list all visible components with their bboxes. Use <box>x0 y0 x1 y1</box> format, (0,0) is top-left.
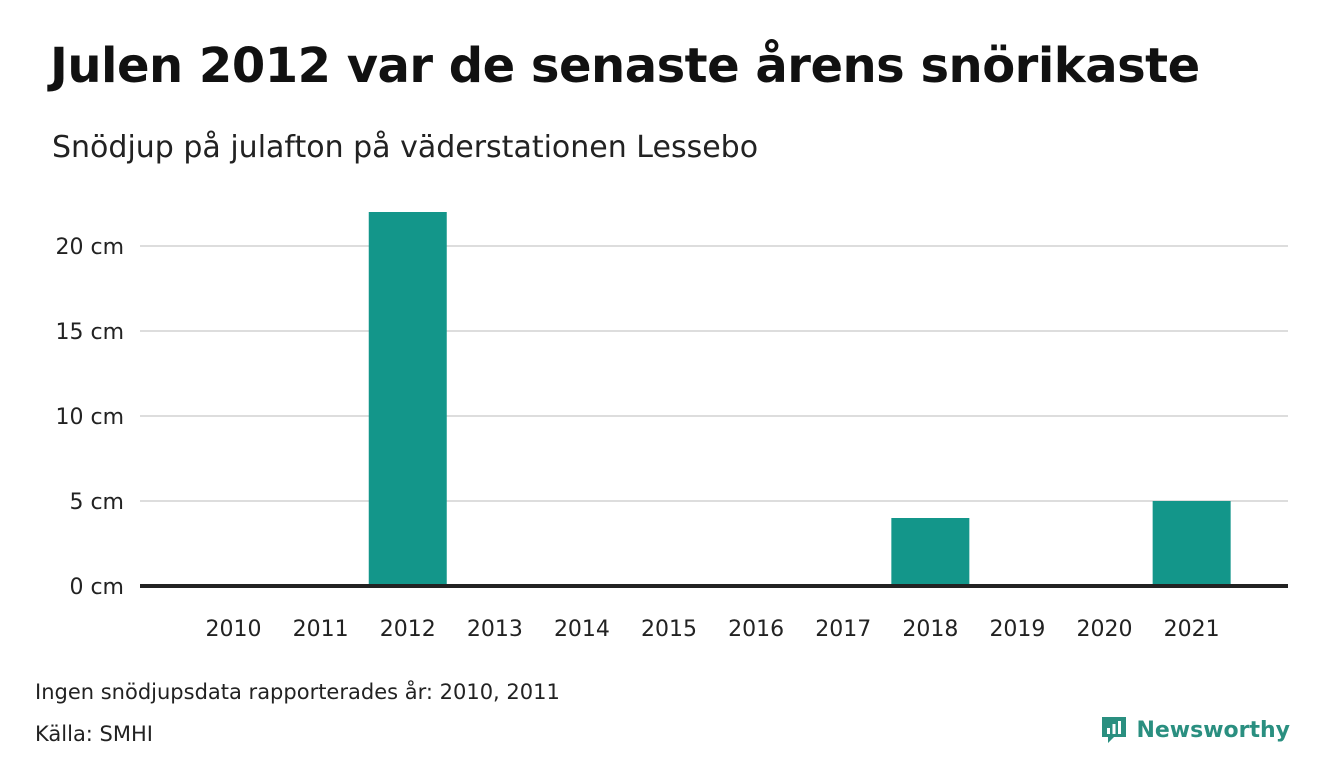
x-axis-ticks: 2010 2011 2012 2013 2014 2015 2016 2017 2018 2019… <box>206 617 1220 642</box>
x-tick-label: 2012 <box>380 617 436 642</box>
brand-name: Newsworthy <box>1136 717 1290 743</box>
y-tick-label: 0 cm <box>69 575 124 600</box>
brand-logo: Newsworthy <box>1100 715 1290 745</box>
x-tick-label: 2018 <box>902 617 958 642</box>
x-tick-label: 2013 <box>467 617 523 642</box>
source-label: Källa: SMHI <box>35 722 153 746</box>
y-tick-label: 10 cm <box>55 405 124 430</box>
y-tick-label: 15 cm <box>55 320 124 345</box>
x-tick-label: 2019 <box>989 617 1045 642</box>
chart-subtitle: Snödjup på julafton på väderstationen Le… <box>52 130 759 165</box>
bar-chart: 0 cm 5 cm 10 cm 15 cm 20 cm 2010 2011 2012 2013… <box>55 212 1288 642</box>
x-tick-label: 2021 <box>1164 617 1220 642</box>
y-tick-label: 20 cm <box>55 235 124 260</box>
x-tick-label: 2010 <box>206 617 262 642</box>
x-tick-label: 2011 <box>293 617 349 642</box>
missing-data-note: Ingen snödjupsdata rapporterades år: 201… <box>35 680 560 704</box>
bars <box>368 212 1231 586</box>
bar-2021 <box>1152 501 1231 586</box>
x-tick-label: 2015 <box>641 617 697 642</box>
y-tick-label: 5 cm <box>69 490 124 515</box>
x-tick-label: 2016 <box>728 617 784 642</box>
bar-2018 <box>891 518 970 586</box>
x-tick-label: 2017 <box>815 617 871 642</box>
grid-lines <box>140 245 1288 502</box>
bar-2012 <box>368 212 447 586</box>
x-tick-label: 2014 <box>554 617 610 642</box>
x-tick-label: 2020 <box>1077 617 1133 642</box>
newsworthy-logo-icon <box>1102 717 1127 743</box>
chart-title: Julen 2012 var de senaste årens snörikas… <box>50 38 1200 94</box>
y-axis-ticks: 0 cm 5 cm 10 cm 15 cm 20 cm <box>55 235 124 600</box>
